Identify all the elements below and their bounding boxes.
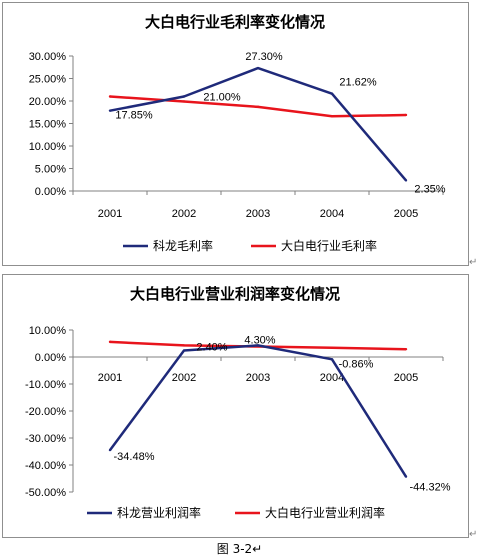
series-point-1 <box>330 358 334 361</box>
series-point-2 <box>108 95 112 98</box>
data-label: -44.32% <box>410 482 451 494</box>
series-point-1 <box>256 66 260 70</box>
data-label: -0.86% <box>339 358 374 370</box>
figure-caption: 图 3-2↵ <box>0 540 479 557</box>
series-point-1 <box>108 109 112 112</box>
y-tick-label: 10.00% <box>29 325 67 337</box>
y-tick-label: 15.00% <box>29 119 67 131</box>
chart-title: 大白电行业营业利润率变化情况 <box>130 285 340 303</box>
data-label: 4.30% <box>244 334 275 346</box>
y-tick-label: 20.00% <box>29 96 67 108</box>
operating-margin-chart: 大白电行业营业利润率变化情况 10.00% 0.00% -10.00% -20.00% -… <box>25 285 451 520</box>
y-tick-label: 0.00% <box>35 186 66 198</box>
series-point-1 <box>404 179 408 182</box>
legend-label-1: 科龙营业利润率 <box>117 505 201 520</box>
series-point-2 <box>182 100 186 103</box>
figure-caption-mark: ↵ <box>252 542 263 556</box>
chart-panel-operating-margin: 大白电行业营业利润率变化情况 10.00% 0.00% -10.00% -20.00% -… <box>2 274 469 538</box>
x-tick-label: 2002 <box>172 208 196 220</box>
chart-title: 大白电行业毛利率变化情况 <box>145 13 325 31</box>
data-label: 2.35% <box>414 183 445 195</box>
figure-caption-text: 图 3-2 <box>216 542 253 556</box>
y-tick-label: -30.00% <box>25 433 66 445</box>
paragraph-mark: ↵ <box>469 529 478 540</box>
x-tick-label: 2003 <box>246 372 270 384</box>
data-label: 2.40% <box>196 342 227 354</box>
data-label: -34.48% <box>114 451 155 463</box>
series-point-2 <box>404 113 408 117</box>
y-tick-label: -50.00% <box>25 487 66 499</box>
series-point-2 <box>256 105 260 109</box>
x-tick-label: 2004 <box>320 372 344 384</box>
y-tick-label: -10.00% <box>25 379 66 391</box>
y-tick-label: 25.00% <box>29 74 67 86</box>
series-point-1 <box>182 95 186 98</box>
y-tick-label: 5.00% <box>35 164 66 176</box>
y-tick-label: -20.00% <box>25 406 66 418</box>
x-tick-label: 2005 <box>394 372 418 384</box>
y-tick-label: 30.00% <box>29 51 67 63</box>
legend-label-1: 科龙毛利率 <box>153 238 213 253</box>
series-point-1 <box>404 475 408 478</box>
x-tick-label: 2004 <box>320 208 344 220</box>
data-label: 17.85% <box>115 110 153 122</box>
x-tick-label: 2001 <box>98 372 122 384</box>
series-point-2 <box>108 340 112 344</box>
series-point-2 <box>330 115 334 118</box>
y-tick-label: 0.00% <box>35 352 66 364</box>
chart-panel-gross-margin: 大白电行业毛利率变化情况 30.00% 25.00% 20.00% 15.00% 10.0… <box>2 2 469 266</box>
series-point-1 <box>182 349 186 352</box>
legend-label-2: 大白电行业营业利润率 <box>265 505 385 520</box>
legend-label-2: 大白电行业毛利率 <box>281 238 377 253</box>
series-point-2 <box>330 346 334 350</box>
series-point-2 <box>182 344 186 347</box>
data-label: 27.30% <box>245 51 283 63</box>
x-tick-label: 2001 <box>98 208 122 220</box>
series-point-1 <box>108 448 112 452</box>
x-tick-label: 2003 <box>246 208 270 220</box>
x-tick-label: 2005 <box>394 208 418 220</box>
data-label: 21.00% <box>203 92 241 104</box>
series-point-1 <box>330 92 334 95</box>
gross-margin-chart: 大白电行业毛利率变化情况 30.00% 25.00% 20.00% 15.00% 10.0… <box>29 13 446 253</box>
series-point-1 <box>256 344 260 347</box>
x-tick-label: 2002 <box>172 372 196 384</box>
y-tick-label: -40.00% <box>25 460 66 472</box>
y-tick-label: 10.00% <box>29 141 67 153</box>
series-point-2 <box>404 347 408 351</box>
data-label: 21.62% <box>339 77 377 89</box>
paragraph-mark: ↵ <box>469 257 478 268</box>
